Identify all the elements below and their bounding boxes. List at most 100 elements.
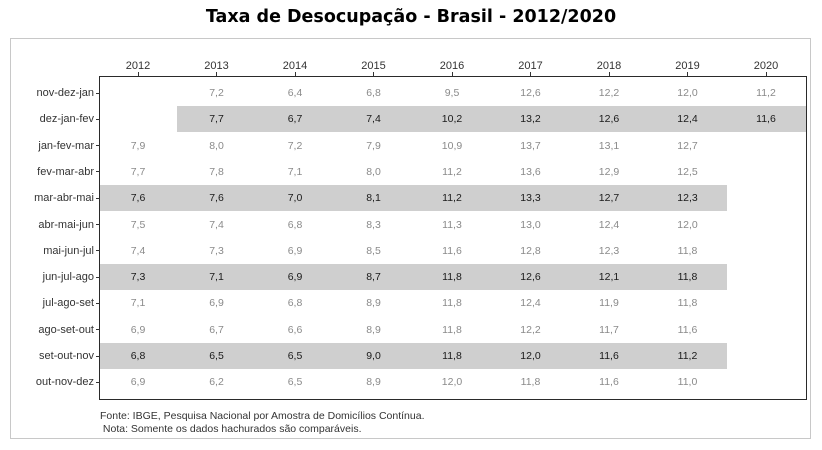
value-cell: 6,8 — [366, 87, 381, 99]
value-cell: 11,6 — [756, 113, 776, 126]
value-cell: 7,6 — [130, 192, 146, 205]
value-cell: 6,4 — [287, 87, 303, 99]
row-tick — [96, 329, 100, 331]
value-cell: 7,9 — [130, 139, 146, 152]
value-cell: 12,9 — [598, 165, 620, 178]
value-cell: 11,8 — [520, 376, 541, 389]
value-cell: 12,3 — [677, 192, 698, 205]
column-tick — [137, 72, 139, 76]
table-panel — [99, 76, 807, 400]
value-cell: 7,4 — [130, 244, 146, 257]
value-cell: 8,5 — [366, 244, 381, 257]
value-cell: 6,7 — [287, 113, 303, 126]
value-cell: 7,1 — [287, 165, 303, 178]
value-cell: 8,9 — [366, 376, 381, 389]
value-cell: 7,6 — [209, 192, 224, 205]
value-cell: 7,3 — [209, 244, 224, 257]
column-header-2015: 2015 — [361, 60, 386, 72]
highlight-band-dez-jan-fev — [177, 106, 806, 133]
value-cell: 6,9 — [287, 244, 303, 257]
value-cell: 7,2 — [209, 87, 224, 99]
row-label-mai-jun-jul: mai-jun-jul — [43, 244, 94, 257]
value-cell: 6,9 — [130, 376, 146, 389]
value-cell: 6,6 — [287, 323, 303, 336]
row-tick — [96, 302, 100, 304]
row-label-jan-fev-mar: jan-fev-mar — [38, 139, 94, 152]
value-cell: 6,2 — [209, 376, 224, 389]
value-cell: 7,1 — [130, 297, 146, 310]
outer-frame — [10, 38, 811, 439]
value-cell: 6,9 — [287, 271, 303, 284]
value-cell: 8,0 — [366, 165, 381, 178]
row-label-dez-jan-fev: dez-jan-fev — [39, 113, 94, 126]
value-cell: 11,3 — [442, 218, 462, 231]
value-cell: 13,1 — [598, 139, 620, 152]
value-cell: 11,8 — [442, 297, 462, 310]
row-tick — [96, 276, 100, 278]
value-cell: 7,4 — [209, 218, 224, 231]
value-cell: 9,0 — [366, 350, 381, 362]
row-label-abr-mai-jun: abr-mai-jun — [38, 218, 94, 231]
value-cell: 7,4 — [366, 113, 381, 126]
value-cell: 6,9 — [209, 297, 224, 310]
value-cell: 8,3 — [366, 218, 381, 231]
value-cell: 11,8 — [442, 350, 462, 362]
column-tick — [451, 72, 453, 76]
value-cell: 12,6 — [598, 113, 620, 126]
row-tick — [96, 250, 100, 252]
column-tick — [294, 72, 296, 76]
value-cell: 13,3 — [520, 192, 541, 205]
value-cell: 10,9 — [441, 139, 463, 152]
value-cell: 11,6 — [677, 323, 698, 336]
value-cell: 7,0 — [287, 192, 303, 205]
value-cell: 11,6 — [442, 244, 462, 257]
value-cell: 13,0 — [520, 218, 541, 231]
value-cell: 11,2 — [756, 87, 776, 99]
value-cell: 8,9 — [366, 297, 381, 310]
value-cell: 11,2 — [442, 165, 462, 178]
row-tick — [96, 118, 100, 120]
value-cell: 12,1 — [598, 271, 620, 284]
value-cell: 12,2 — [520, 323, 541, 336]
row-tick — [96, 92, 100, 94]
value-cell: 6,8 — [287, 218, 303, 231]
value-cell: 8,1 — [366, 192, 381, 205]
value-cell: 12,0 — [677, 218, 698, 231]
row-label-mar-abr-mai: mar-abr-mai — [34, 192, 94, 205]
value-cell: 6,5 — [287, 376, 303, 389]
value-cell: 11,6 — [599, 350, 619, 362]
column-header-2018: 2018 — [596, 60, 622, 72]
value-cell: 6,7 — [209, 323, 224, 336]
value-cell: 7,7 — [209, 113, 224, 126]
row-label-jul-ago-set: jul-ago-set — [42, 297, 94, 310]
value-cell: 12,6 — [520, 87, 541, 99]
column-tick — [608, 72, 610, 76]
value-cell: 7,9 — [366, 139, 381, 152]
value-cell: 6,8 — [130, 350, 146, 362]
value-cell: 11,8 — [442, 323, 462, 336]
column-header-2017: 2017 — [518, 60, 543, 72]
value-cell: 7,1 — [209, 271, 224, 284]
column-header-2014: 2014 — [282, 60, 308, 72]
value-cell: 11,9 — [599, 297, 619, 310]
value-cell: 11,8 — [442, 271, 462, 284]
value-cell: 12,2 — [598, 87, 620, 99]
row-label-set-out-nov: set-out-nov — [38, 350, 94, 362]
column-tick — [687, 72, 688, 76]
value-cell: 12,7 — [677, 139, 698, 152]
row-tick — [96, 355, 100, 357]
value-cell: 6,8 — [287, 297, 303, 310]
chart-title: Taxa de Desocupação - Brasil - 2012/2020 — [205, 7, 617, 27]
value-cell: 7,3 — [130, 271, 146, 284]
value-cell: 11,8 — [677, 297, 698, 310]
row-label-out-nov-dez: out-nov-dez — [35, 376, 94, 389]
highlight-band-set-out-nov — [100, 343, 727, 369]
row-tick — [96, 145, 100, 147]
column-tick — [530, 72, 531, 76]
value-cell: 13,6 — [520, 165, 541, 178]
value-cell: 7,2 — [287, 139, 303, 152]
value-cell: 6,5 — [287, 350, 303, 362]
value-cell: 8,9 — [366, 323, 381, 336]
value-cell: 11,8 — [677, 271, 698, 284]
column-tick — [765, 72, 767, 76]
